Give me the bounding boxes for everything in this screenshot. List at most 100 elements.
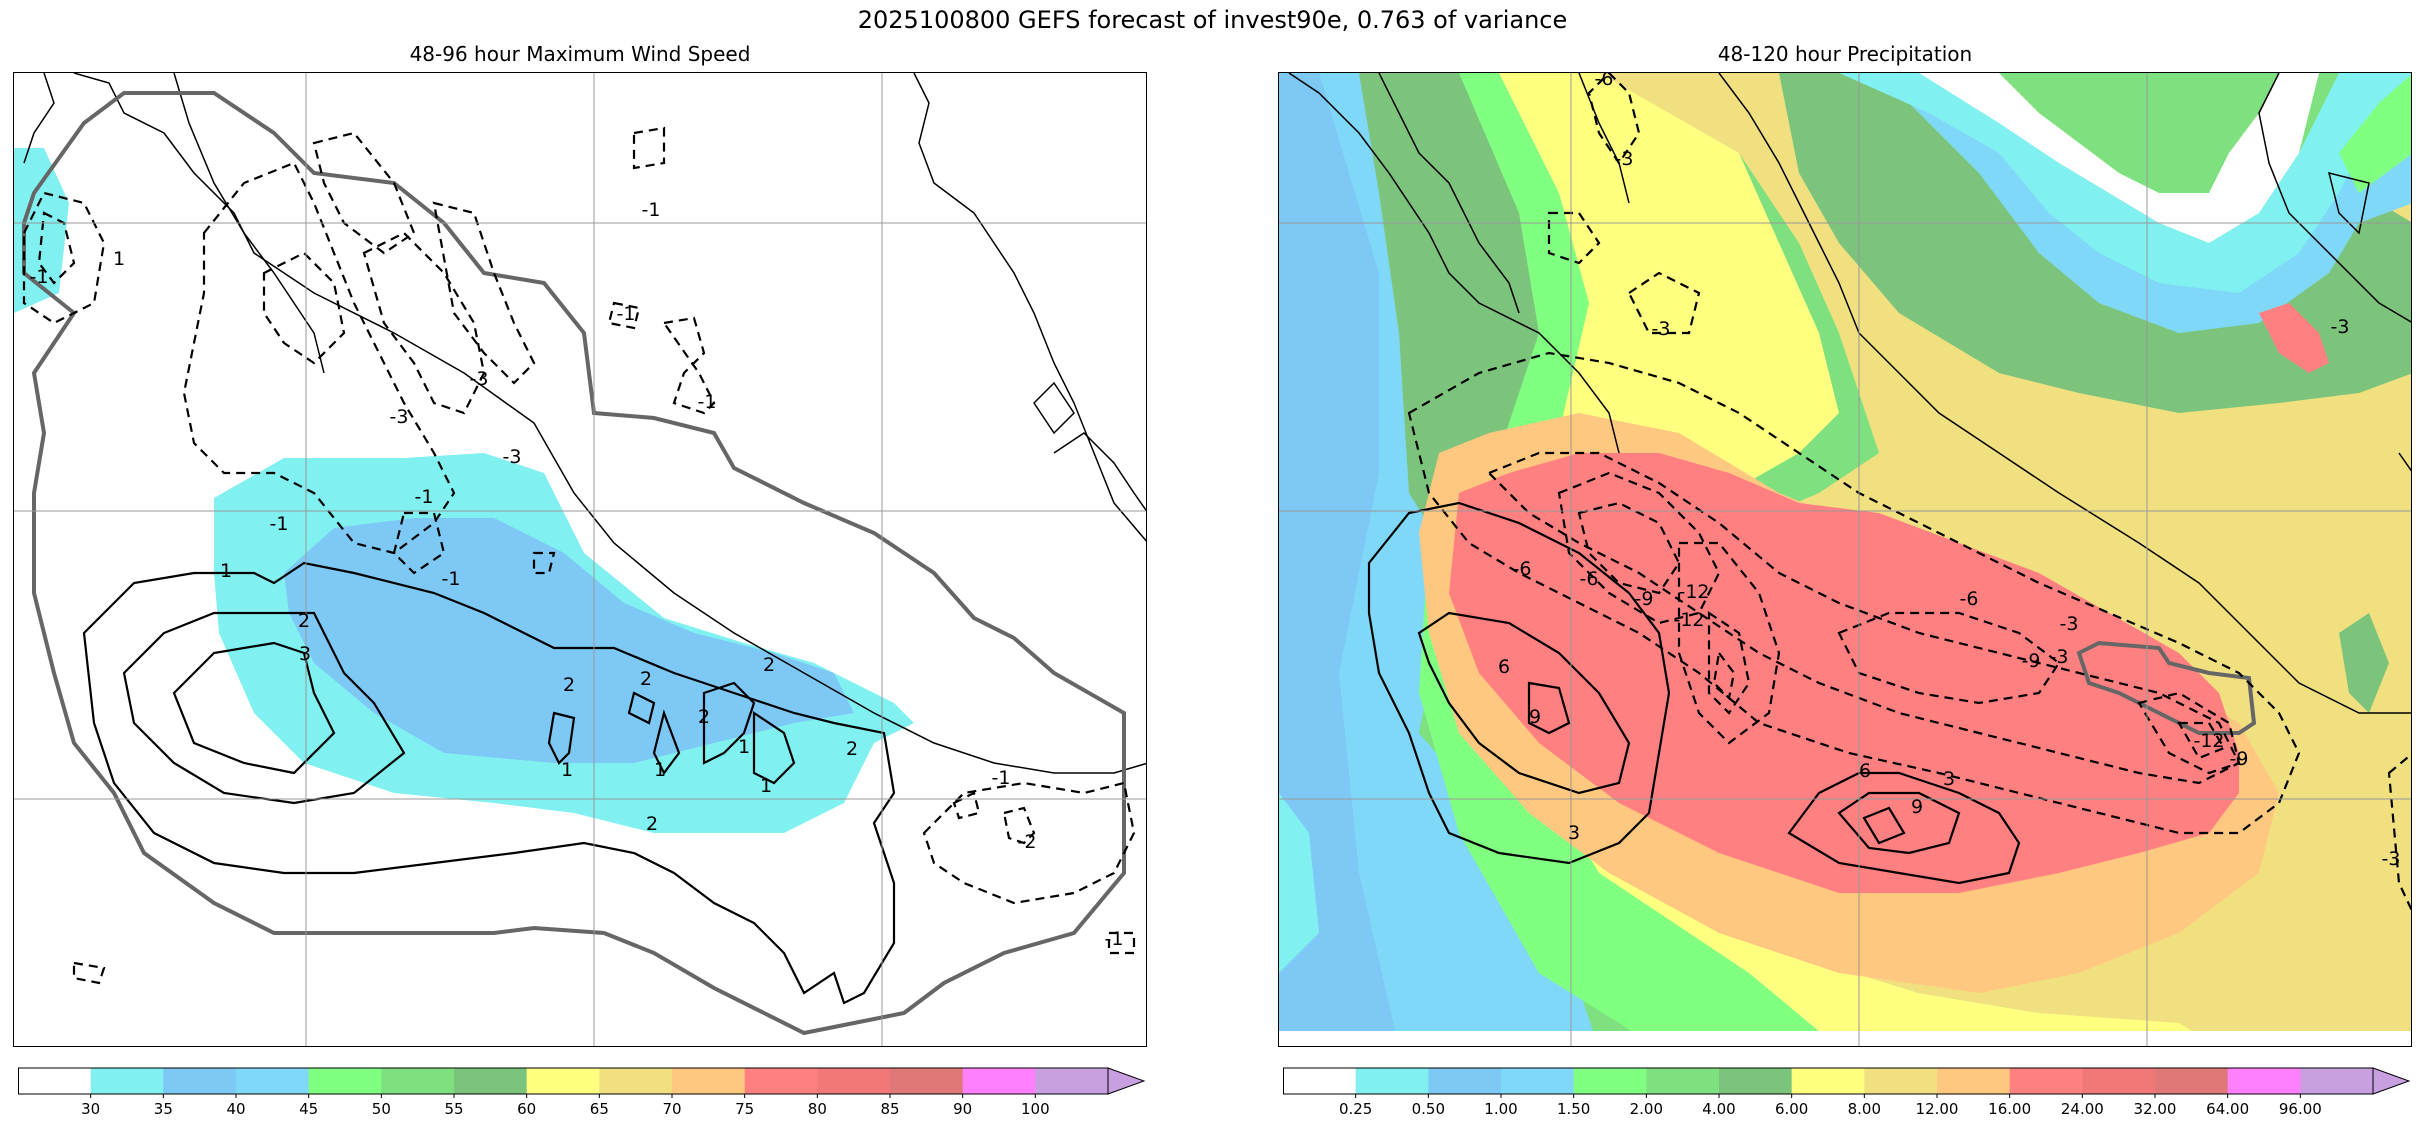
contour-label: 9 [1529, 706, 1541, 728]
precip-shade [1449, 453, 2239, 893]
map-bottom-strip [1279, 1031, 2411, 1046]
colorbar-tick-label: 16.00 [1988, 1100, 2032, 1118]
contour-label: 2 [846, 738, 858, 760]
wind-speed-map-canvas: 1 -1 1 2 3 -3 -3 -3 -1 -1 -1 -1 -1 -1 2 … [14, 73, 1146, 1046]
colorbar-tick-label: 70 [662, 1100, 682, 1118]
coastline [23, 73, 1146, 774]
precip-shade [1489, 73, 2411, 1046]
right-panel-title: 48-120 hour Precipitation [1717, 42, 1973, 66]
contour-label: 1 [760, 775, 772, 797]
contour-label: -1 [415, 486, 434, 508]
colorbar-tick-label: 32.00 [2133, 1100, 2177, 1118]
gridlines [1279, 73, 2411, 1046]
colorbar-tick-label: 60 [517, 1100, 537, 1118]
colorbar-segment [1719, 1068, 1793, 1094]
colorbar-tick-label: 50 [371, 1100, 391, 1118]
positive-contours [1367, 501, 2021, 885]
contour-label: 2 [698, 706, 710, 728]
colorbar-tick-label: 1.00 [1484, 1100, 1518, 1118]
contour-label: 6 [1859, 760, 1871, 782]
region-outline [22, 91, 1126, 1036]
colorbar-segment [1283, 1068, 1357, 1094]
contour-label: 2 [640, 668, 652, 690]
contour-label: -3 [470, 368, 489, 390]
colorbar-segment [1501, 1068, 1575, 1094]
contour-label: -1 [642, 199, 661, 221]
precip-shade [1279, 793, 1319, 973]
colorbar-segment [2009, 1068, 2083, 1094]
colorbar-segment [1355, 1068, 1429, 1094]
contour-label: 2 [298, 610, 310, 632]
colorbar-segment [1864, 1068, 1938, 1094]
colorbar-segment [817, 1068, 891, 1094]
precip-shade [2339, 74, 2411, 193]
colorbar-tick-label: 75 [735, 1100, 755, 1118]
contour-label: -3 [1615, 148, 1634, 170]
contour-label: -3 [390, 406, 409, 428]
contour-label-group: 1 -1 1 2 3 -3 -3 -3 -1 -1 -1 -1 -1 -1 2 … [30, 199, 1124, 950]
colorbar-tick-label: 6.00 [1774, 1100, 1809, 1118]
colorbar-segment [744, 1068, 818, 1094]
wind-speed-colorbar: 30 35 40 45 50 55 60 65 70 75 80 85 90 100 [18, 1066, 1148, 1126]
colorbar-segment [454, 1068, 528, 1094]
contour-label: -3 [2382, 848, 2401, 870]
contour-label: 3 [1568, 822, 1580, 844]
colorbar-segment [236, 1068, 310, 1094]
precip-shade [1779, 73, 2411, 413]
precip-shade [2339, 613, 2389, 713]
contour-label: -1 [270, 513, 289, 535]
colorbar-outline [18, 1067, 1109, 1095]
colorbar-tick-label: 64.00 [2206, 1100, 2250, 1118]
colorbar-tick-label: 96.00 [2278, 1100, 2322, 1118]
contour-label: -3 [503, 446, 522, 468]
colorbar-tick-label: 2.00 [1629, 1100, 1664, 1118]
colorbar-segment [1937, 1068, 2011, 1094]
colorbar-tick-label: 45 [299, 1100, 319, 1118]
contour-label: -2 [1018, 831, 1037, 853]
colorbar-segment [381, 1068, 455, 1094]
colorbar-extension-arrow [1107, 1067, 1146, 1095]
colorbar-tick-label: 40 [226, 1100, 246, 1118]
contour-label-group: -6 -3 -3 -3 -6 -9 -12 -6 -3 -9 -12 -12 -… [1498, 73, 2401, 870]
wind-35-45-shade [284, 518, 854, 763]
colorbar-segment [962, 1068, 1036, 1094]
contour-label: 1 [654, 759, 666, 781]
precipitation-map-canvas: -6 -3 -3 -3 -6 -9 -12 -6 -3 -9 -12 -12 -… [1279, 73, 2411, 1046]
precipitation-colorbar: 0.25 0.50 1.00 1.50 2.00 4.00 6.00 8.00 12.00 16.… [1283, 1066, 2413, 1126]
contour-label: 9 [1911, 796, 1923, 818]
negative-contours [1407, 73, 2411, 912]
colorbar-segment [599, 1068, 673, 1094]
wind-speed-colorbar-bar [18, 1067, 1146, 1098]
contour-label: 1 [738, 736, 750, 758]
colorbar-segment [1646, 1068, 1720, 1094]
contour-label: -9 [2230, 748, 2249, 770]
contour-label: -3 [2331, 316, 2350, 338]
colorbar-tick-label: 30 [81, 1100, 101, 1118]
positive-contours [82, 561, 896, 1005]
colorbar-tick-label: 90 [953, 1100, 973, 1118]
colorbar-tick-label: 4.00 [1702, 1100, 1736, 1118]
contour-label: -1 [617, 303, 636, 325]
contour-label: -6 [1595, 73, 1614, 90]
contour-label: 1 [220, 560, 232, 582]
contour-label: 1 [113, 248, 125, 270]
contour-label: -9 [1635, 588, 1654, 610]
colorbar-segment [2227, 1068, 2301, 1094]
gridlines [14, 73, 1146, 1046]
contour-label: -1 [992, 767, 1011, 789]
contour-label: 3 [299, 643, 311, 665]
precip-shade [2259, 303, 2329, 373]
left-panel-title: 48-96 hour Maximum Wind Speed [409, 42, 751, 66]
wind-speed-map: 1 -1 1 2 3 -3 -3 -3 -1 -1 -1 -1 -1 -1 2 … [13, 72, 1147, 1047]
contour-label: 2 [763, 654, 775, 676]
contour-label: -6 [1960, 588, 1979, 610]
contour-label: 2 [563, 674, 575, 696]
contour-label: -3 [1652, 318, 1671, 340]
contour-label: 3 [1943, 768, 1955, 790]
colorbar-tick-label: 35 [153, 1100, 173, 1118]
colorbar-segment [2155, 1068, 2229, 1094]
contour-label: -12 [1678, 581, 1709, 603]
colorbar-tick-label: 80 [807, 1100, 827, 1118]
contour-label: -6 [1580, 568, 1599, 590]
wind-30-35-shade [14, 148, 69, 313]
